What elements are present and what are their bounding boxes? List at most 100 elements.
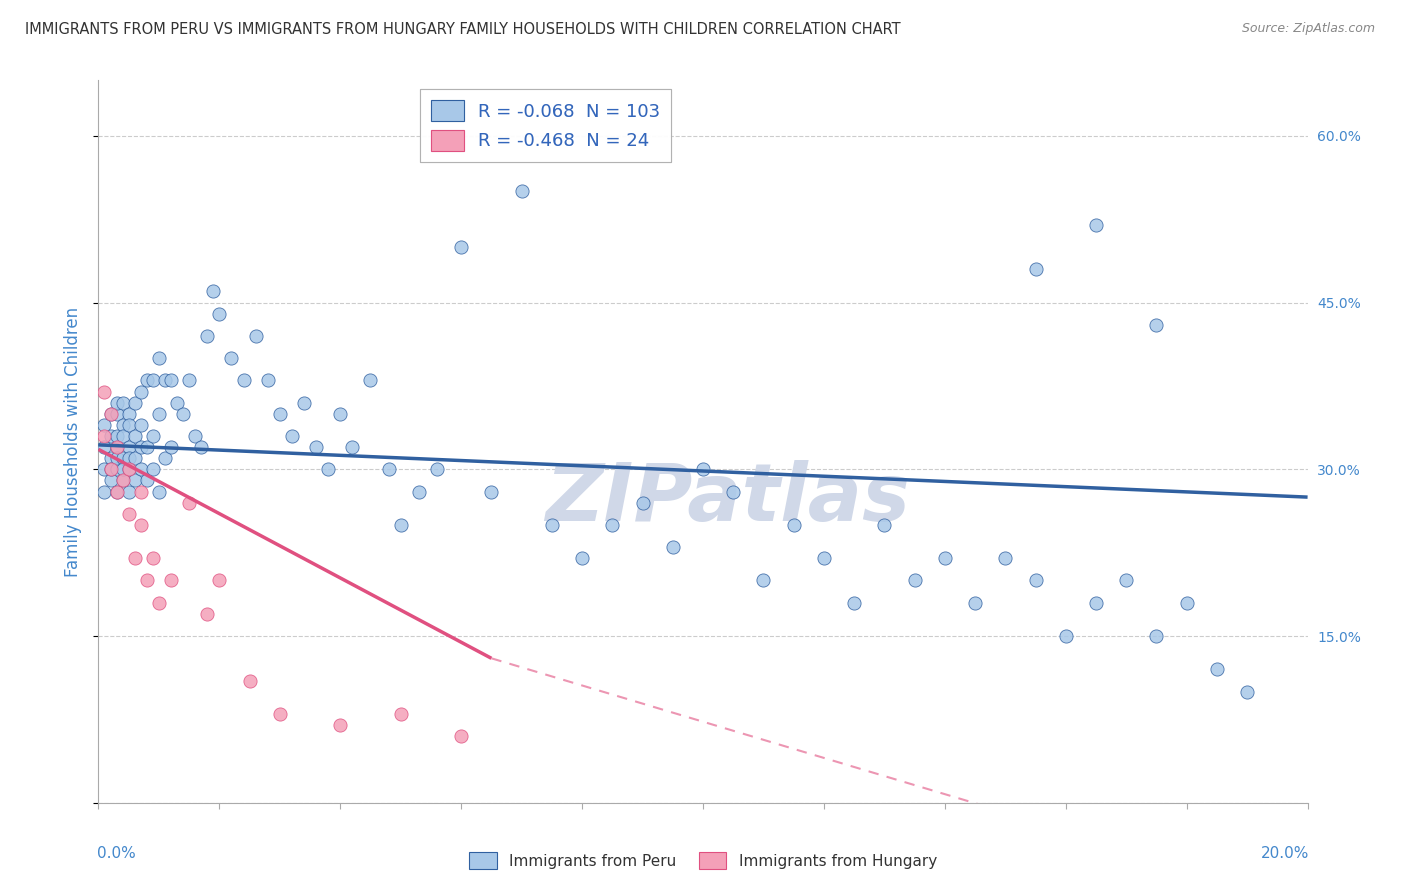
- Point: [100, 407, 122, 421]
- Point: [389, 517, 412, 532]
- Point: [100, 462, 122, 476]
- Point: [221, 351, 243, 366]
- Point: [105, 395, 128, 409]
- Point: [142, 373, 165, 387]
- Point: [661, 540, 683, 554]
- Point: [844, 596, 866, 610]
- Point: [202, 285, 225, 299]
- Point: [93, 384, 115, 399]
- Point: [118, 484, 141, 499]
- Point: [1175, 596, 1198, 610]
- Point: [129, 417, 152, 432]
- Point: [118, 440, 141, 454]
- Point: [631, 496, 654, 510]
- Point: [129, 517, 152, 532]
- Point: [148, 407, 170, 421]
- Text: Source: ZipAtlas.com: Source: ZipAtlas.com: [1241, 22, 1375, 36]
- Point: [135, 474, 157, 488]
- Point: [305, 440, 328, 454]
- Point: [124, 474, 146, 488]
- Point: [129, 484, 152, 499]
- Point: [965, 596, 987, 610]
- Point: [208, 307, 231, 321]
- Point: [239, 673, 262, 688]
- Point: [111, 474, 134, 488]
- Point: [153, 373, 176, 387]
- Point: [934, 551, 956, 566]
- Point: [1144, 318, 1167, 332]
- Point: [540, 517, 562, 532]
- Point: [195, 329, 218, 343]
- Point: [124, 395, 146, 409]
- Point: [111, 451, 134, 466]
- Point: [105, 440, 128, 454]
- Point: [179, 373, 201, 387]
- Point: [124, 551, 146, 566]
- Point: [111, 474, 134, 488]
- Point: [1054, 629, 1077, 643]
- Point: [148, 484, 170, 499]
- Point: [269, 706, 291, 721]
- Point: [1206, 662, 1229, 676]
- Legend: Immigrants from Peru, Immigrants from Hungary: Immigrants from Peru, Immigrants from Hu…: [463, 846, 943, 875]
- Point: [148, 596, 170, 610]
- Y-axis label: Family Households with Children: Family Households with Children: [65, 307, 83, 576]
- Point: [179, 496, 201, 510]
- Point: [93, 417, 115, 432]
- Point: [292, 395, 315, 409]
- Point: [100, 462, 122, 476]
- Point: [208, 574, 231, 588]
- Point: [118, 507, 141, 521]
- Point: [105, 484, 128, 499]
- Point: [1085, 218, 1108, 232]
- Point: [481, 484, 503, 499]
- Point: [1024, 574, 1046, 588]
- Point: [994, 551, 1017, 566]
- Point: [124, 451, 146, 466]
- Point: [166, 395, 188, 409]
- Point: [129, 462, 152, 476]
- Point: [342, 440, 364, 454]
- Text: ZIPatlas: ZIPatlas: [544, 460, 910, 539]
- Point: [281, 429, 304, 443]
- Point: [232, 373, 254, 387]
- Point: [408, 484, 430, 499]
- Point: [124, 429, 146, 443]
- Point: [1024, 262, 1046, 277]
- Point: [752, 574, 775, 588]
- Point: [100, 474, 122, 488]
- Point: [111, 417, 134, 432]
- Point: [118, 417, 141, 432]
- Point: [118, 462, 141, 476]
- Point: [105, 440, 128, 454]
- Point: [111, 462, 134, 476]
- Point: [118, 407, 141, 421]
- Point: [160, 440, 183, 454]
- Point: [105, 429, 128, 443]
- Point: [269, 407, 291, 421]
- Point: [111, 429, 134, 443]
- Text: 0.0%: 0.0%: [97, 847, 136, 861]
- Point: [135, 373, 157, 387]
- Point: [360, 373, 382, 387]
- Point: [93, 429, 115, 443]
- Text: 20.0%: 20.0%: [1260, 847, 1309, 861]
- Point: [813, 551, 835, 566]
- Point: [316, 462, 339, 476]
- Point: [135, 440, 157, 454]
- Point: [1236, 684, 1258, 698]
- Legend: R = -0.068  N = 103, R = -0.468  N = 24: R = -0.068 N = 103, R = -0.468 N = 24: [420, 89, 671, 161]
- Point: [93, 484, 115, 499]
- Point: [100, 451, 122, 466]
- Point: [692, 462, 714, 476]
- Point: [129, 384, 152, 399]
- Point: [1085, 596, 1108, 610]
- Point: [111, 395, 134, 409]
- Point: [904, 574, 927, 588]
- Point: [105, 451, 128, 466]
- Point: [142, 429, 165, 443]
- Point: [135, 574, 157, 588]
- Point: [148, 351, 170, 366]
- Point: [256, 373, 278, 387]
- Point: [195, 607, 218, 621]
